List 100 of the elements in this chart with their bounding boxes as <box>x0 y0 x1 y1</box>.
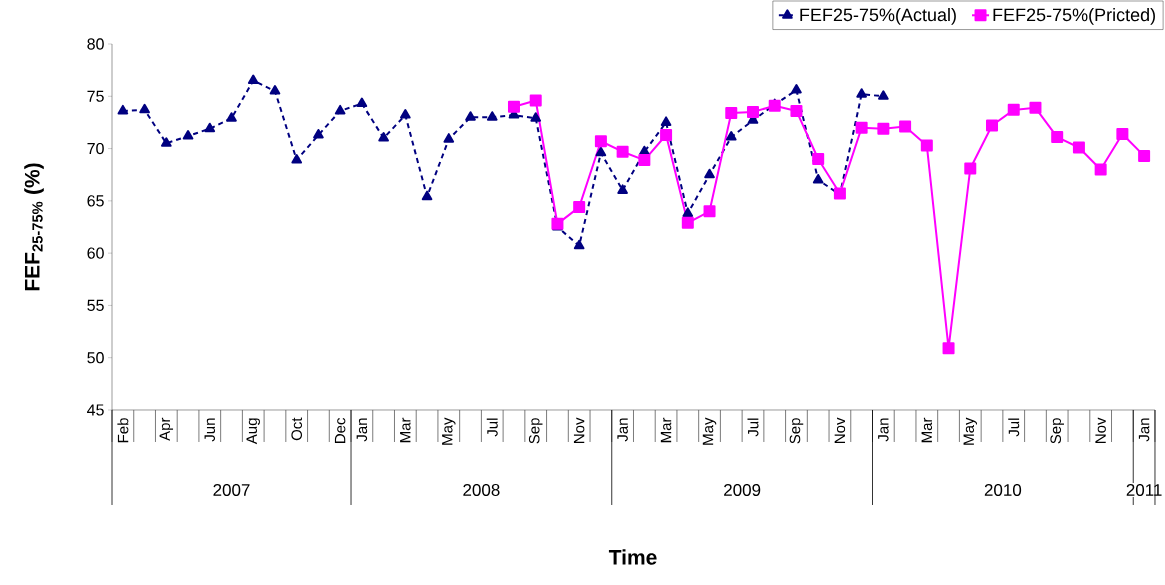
x-tick-label: Sep <box>528 418 543 444</box>
point <box>182 130 194 140</box>
x-tick-label: Jul <box>1008 418 1020 437</box>
point <box>1007 103 1020 116</box>
y-tick-label: 80 <box>87 38 104 50</box>
x-tick-label: Dec <box>334 417 346 443</box>
point <box>617 184 628 194</box>
x-tick-label: May <box>963 417 977 445</box>
x-tick-label: Jan <box>878 418 889 442</box>
point <box>747 105 759 118</box>
text: 2008 <box>463 483 500 497</box>
point <box>681 216 694 229</box>
x-tick-label: Mar <box>921 417 933 443</box>
point <box>551 217 564 230</box>
x-tick-label: Nov <box>1095 417 1106 443</box>
point <box>443 133 455 143</box>
point <box>573 239 585 250</box>
y-tick-label: 55 <box>87 299 104 311</box>
point <box>269 85 281 95</box>
text: 2007 <box>213 483 250 497</box>
point <box>856 88 867 98</box>
point <box>920 139 933 152</box>
point <box>855 121 868 134</box>
point <box>703 205 716 218</box>
x-tick-label: Nov <box>573 417 585 443</box>
point <box>161 137 172 147</box>
point <box>247 74 259 85</box>
point <box>139 103 150 114</box>
point <box>421 190 433 201</box>
x-tick-label: Jan <box>356 418 368 442</box>
x-tick-label: Jul <box>486 418 498 437</box>
point <box>899 120 912 133</box>
point <box>465 111 476 121</box>
x-tick-label: Jan <box>1138 418 1150 442</box>
x-tick-label: Jul <box>747 418 759 437</box>
point <box>334 104 346 115</box>
x-axis-title: Time <box>608 549 657 565</box>
x-tick-label: Jun <box>204 418 216 442</box>
x-tick-label: Sep <box>1050 418 1064 444</box>
x-tick-label: Jan <box>617 418 628 442</box>
point <box>616 145 629 158</box>
y-tick-label: 60 <box>87 247 104 259</box>
point <box>1116 127 1129 140</box>
point <box>1072 141 1085 154</box>
point <box>878 90 889 100</box>
point <box>986 119 999 132</box>
text: FEF$_{25-75%}$ (%) <box>24 163 44 291</box>
x-tick-label: Oct <box>291 417 303 441</box>
point <box>594 135 607 148</box>
point <box>1094 163 1107 176</box>
point <box>790 104 803 117</box>
y-tick-label: 70 <box>87 142 104 155</box>
point <box>530 112 542 122</box>
point <box>486 111 498 121</box>
point <box>725 107 738 120</box>
point <box>204 122 216 133</box>
point <box>1051 131 1064 144</box>
point <box>638 154 651 167</box>
point <box>1029 101 1042 114</box>
x-tick-label: Mar <box>660 417 672 443</box>
point <box>660 116 672 126</box>
x-tick-label: Apr <box>159 417 174 441</box>
x-tick-label: Mar <box>400 417 411 443</box>
x-tick-label: May <box>702 417 717 445</box>
text: 2010 <box>984 483 1022 497</box>
point <box>942 342 955 355</box>
point <box>313 128 324 139</box>
point <box>356 97 368 108</box>
point <box>378 132 389 142</box>
point <box>725 131 737 141</box>
point <box>877 122 890 135</box>
point <box>400 109 411 119</box>
y-tick-label: 75 <box>87 90 104 102</box>
x-tick-label: Nov <box>834 417 846 443</box>
point <box>791 84 802 94</box>
point <box>704 168 715 179</box>
point <box>812 153 825 166</box>
text: 2009 <box>724 483 761 497</box>
point <box>1138 149 1151 162</box>
point <box>573 201 586 214</box>
y-tick-label: 45 <box>87 404 104 416</box>
point <box>964 162 977 175</box>
x-tick-label: Sep <box>789 418 804 444</box>
legend-label: FEF25-75%(Actual) <box>800 8 956 25</box>
x-tick-label: Feb <box>117 418 129 443</box>
point <box>660 128 673 141</box>
point <box>595 146 607 157</box>
x-tick-label: May <box>442 417 456 445</box>
legend-label: FEF25-75%(Pricted) <box>993 8 1155 25</box>
x-tick-label: Aug <box>246 418 260 445</box>
point <box>812 173 824 184</box>
point <box>226 112 237 122</box>
point <box>117 104 129 115</box>
point <box>507 100 520 113</box>
y-tick-label: 65 <box>87 195 104 207</box>
point <box>291 154 303 164</box>
y-tick-label: 50 <box>87 352 104 364</box>
point <box>682 207 694 217</box>
text: 2011 <box>1126 483 1162 497</box>
point <box>529 94 542 107</box>
